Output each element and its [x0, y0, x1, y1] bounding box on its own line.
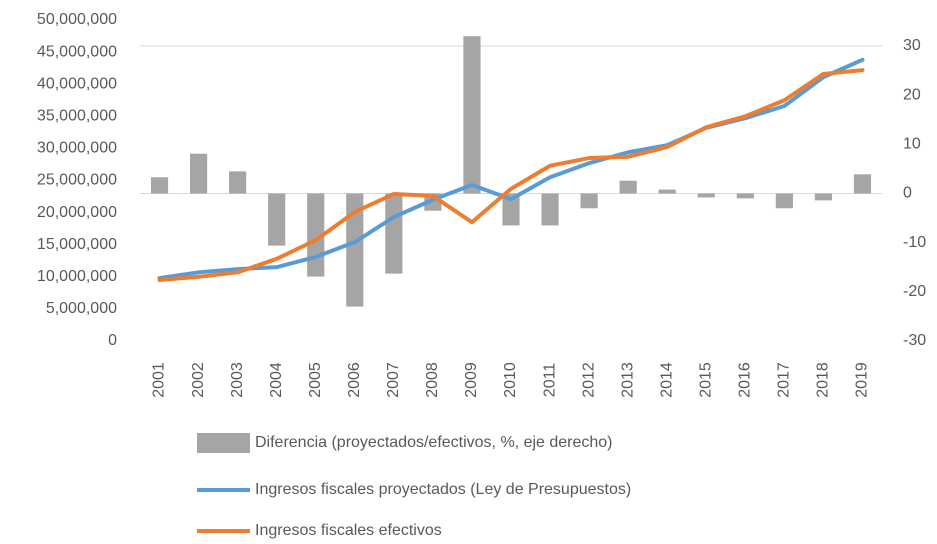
line: [157, 57, 865, 281]
x-tick-label: 2018: [815, 362, 832, 398]
y-tick-label: 40,000,000: [37, 75, 117, 92]
x-tick-label: 2003: [229, 362, 246, 398]
bar: [229, 171, 247, 194]
y2-tick-label: 0: [903, 185, 912, 202]
x-tick-label: 2005: [307, 362, 324, 398]
bar: [580, 193, 598, 209]
y2-tick-label: 20: [903, 86, 921, 103]
bar: [697, 193, 715, 198]
bar: [385, 193, 403, 274]
bar: [463, 36, 481, 194]
bar: [346, 193, 364, 307]
bar: [150, 177, 169, 194]
x-tick-label: 2002: [190, 362, 207, 398]
bar: [268, 193, 286, 246]
legend-swatch: [197, 433, 250, 453]
legend-label: Ingresos fiscales efectivos: [255, 522, 442, 539]
legend-label: Diferencia (proyectados/efectivos, %, ej…: [255, 434, 613, 451]
bar: [814, 193, 833, 201]
x-tick-label: 2013: [619, 362, 636, 398]
x-tick-label: 2012: [580, 362, 597, 398]
x-tick-label: 2016: [737, 362, 754, 398]
y-tick-label: 50,000,000: [37, 11, 117, 28]
y2-tick-label: -30: [903, 332, 926, 349]
bar: [502, 193, 520, 226]
x-tick-label: 2001: [151, 362, 168, 398]
bar: [775, 193, 793, 209]
x-tick-label: 2010: [502, 362, 519, 398]
x-tick-label: 2006: [346, 362, 363, 398]
y2-tick-label: 30: [903, 37, 921, 54]
line: [157, 68, 865, 283]
x-tick-label: 2015: [697, 362, 714, 398]
y-tick-label: 35,000,000: [37, 108, 117, 125]
x-tick-label: 2009: [463, 362, 480, 398]
x-tick-label: 2019: [854, 362, 871, 398]
bar: [736, 193, 754, 199]
y-tick-label: 0: [108, 332, 117, 349]
x-tick-label: 2004: [268, 362, 285, 398]
x-tick-label: 2014: [658, 362, 675, 398]
x-tick-label: 2008: [424, 362, 441, 398]
x-tick-label: 2017: [776, 362, 793, 398]
y-tick-label: 20,000,000: [37, 204, 117, 221]
y2-tick-label: -10: [903, 234, 926, 251]
y-tick-label: 10,000,000: [37, 268, 117, 285]
x-tick-label: 2007: [385, 362, 402, 398]
bar: [658, 189, 676, 194]
legend-label: Ingresos fiscales proyectados (Ley de Pr…: [255, 481, 631, 498]
bar: [853, 174, 872, 194]
y-tick-label: 5,000,000: [46, 300, 117, 317]
y2-tick-label: -20: [903, 283, 926, 300]
y2-tick-label: 10: [903, 136, 921, 153]
y-tick-label: 15,000,000: [37, 236, 117, 253]
bar: [189, 153, 208, 194]
bar: [619, 180, 637, 194]
y-tick-label: 45,000,000: [37, 43, 117, 60]
x-tick-label: 2011: [541, 363, 558, 398]
y-tick-label: 30,000,000: [37, 140, 117, 157]
bar: [541, 193, 559, 226]
y-tick-label: 25,000,000: [37, 172, 117, 189]
